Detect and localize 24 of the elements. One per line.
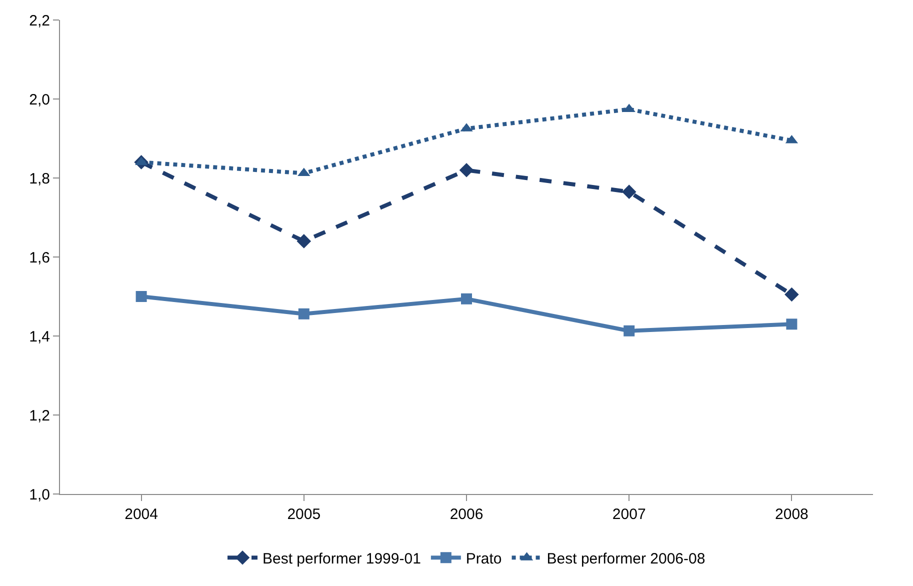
x-tick-label: 2004	[124, 506, 158, 523]
x-tick-label: 2006	[450, 506, 484, 523]
y-tick-label: 2,0	[29, 91, 50, 108]
legend-label: Best performer 2006-08	[546, 550, 706, 568]
point	[624, 325, 635, 336]
point	[786, 318, 798, 330]
y-tick-label: 2,2	[29, 12, 50, 30]
y-tick-label: 1,0	[29, 486, 50, 504]
point	[461, 293, 472, 304]
y-tick-label: 1,6	[29, 249, 50, 266]
x-tick-label: 2005	[287, 506, 321, 523]
y-tick-label: 1,4	[29, 328, 50, 346]
x-tick-label: 2008	[775, 506, 808, 523]
legend-label: Prato	[466, 550, 502, 568]
y-tick-label: 1,2	[29, 407, 50, 424]
y-tick-label: 1,8	[29, 170, 50, 188]
x-tick-label: 2007	[612, 506, 646, 523]
point	[136, 291, 147, 302]
point	[784, 287, 799, 302]
point	[296, 234, 312, 248]
point	[459, 162, 474, 178]
legend-label: Best performer 1999-01	[262, 550, 421, 568]
point	[298, 308, 310, 320]
point	[622, 184, 636, 199]
